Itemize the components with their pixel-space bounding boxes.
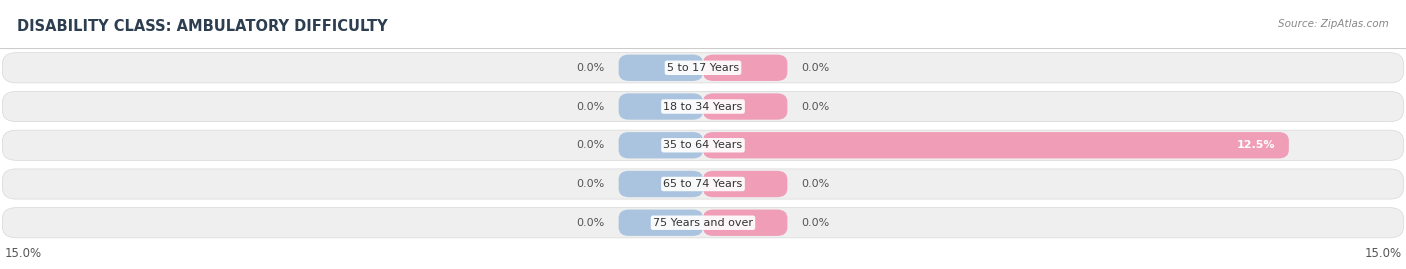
FancyBboxPatch shape (3, 169, 1403, 199)
FancyBboxPatch shape (619, 210, 703, 236)
Text: Source: ZipAtlas.com: Source: ZipAtlas.com (1278, 19, 1389, 29)
Text: 0.0%: 0.0% (576, 218, 605, 228)
FancyBboxPatch shape (619, 93, 703, 120)
Text: 65 to 74 Years: 65 to 74 Years (664, 179, 742, 189)
Text: 0.0%: 0.0% (801, 179, 830, 189)
FancyBboxPatch shape (703, 210, 787, 236)
Text: 15.0%: 15.0% (1364, 247, 1402, 260)
FancyBboxPatch shape (703, 55, 787, 81)
FancyBboxPatch shape (619, 171, 703, 197)
Text: 0.0%: 0.0% (576, 101, 605, 112)
FancyBboxPatch shape (619, 132, 703, 158)
FancyBboxPatch shape (703, 93, 787, 120)
Text: 0.0%: 0.0% (801, 218, 830, 228)
Text: 15.0%: 15.0% (4, 247, 42, 260)
Text: 5 to 17 Years: 5 to 17 Years (666, 63, 740, 73)
FancyBboxPatch shape (3, 91, 1403, 122)
Text: 0.0%: 0.0% (576, 140, 605, 150)
Text: 18 to 34 Years: 18 to 34 Years (664, 101, 742, 112)
Text: 12.5%: 12.5% (1236, 140, 1275, 150)
FancyBboxPatch shape (703, 171, 787, 197)
FancyBboxPatch shape (3, 53, 1403, 83)
Text: 0.0%: 0.0% (576, 179, 605, 189)
FancyBboxPatch shape (703, 132, 1289, 158)
FancyBboxPatch shape (3, 208, 1403, 238)
Text: 35 to 64 Years: 35 to 64 Years (664, 140, 742, 150)
FancyBboxPatch shape (619, 55, 703, 81)
Text: 75 Years and over: 75 Years and over (652, 218, 754, 228)
Text: 0.0%: 0.0% (801, 63, 830, 73)
Text: 0.0%: 0.0% (801, 101, 830, 112)
Text: DISABILITY CLASS: AMBULATORY DIFFICULTY: DISABILITY CLASS: AMBULATORY DIFFICULTY (17, 19, 388, 34)
FancyBboxPatch shape (3, 130, 1403, 160)
Text: 0.0%: 0.0% (576, 63, 605, 73)
